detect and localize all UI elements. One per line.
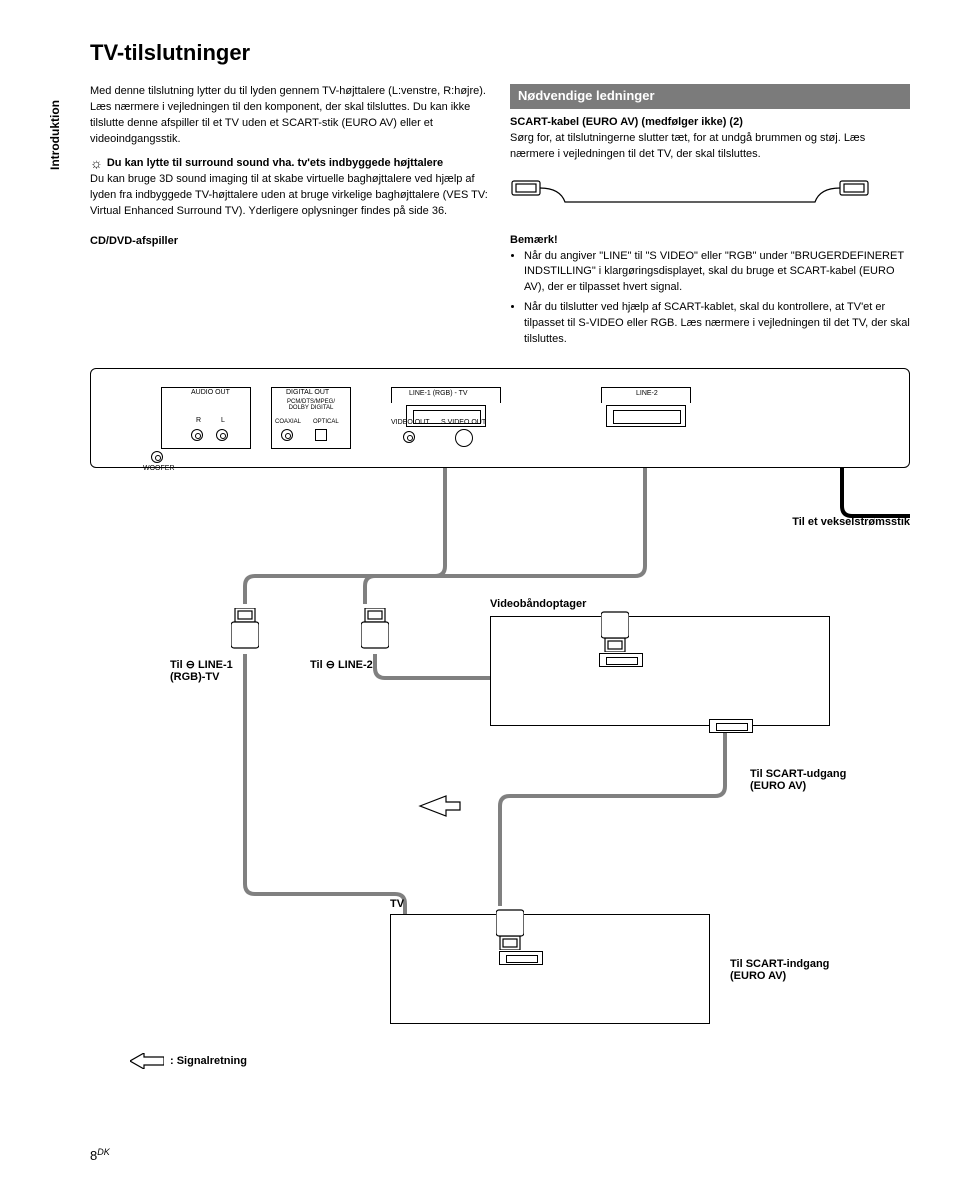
device-label: CD/DVD-afspiller xyxy=(90,234,490,250)
line1-label: LINE-1 (RGB) - TV xyxy=(409,390,468,397)
required-cables-sub: SCART-kabel (EURO AV) (medfølger ikke) (… xyxy=(510,115,910,131)
rear-panel: AUDIO OUT R L WOOFER DIGITAL OUT PCM/DTS… xyxy=(90,368,910,468)
audio-out-group xyxy=(161,387,251,449)
note-item-2: Når du tilslutter ved hjælp af SCART-kab… xyxy=(524,300,910,348)
vcr-scart-out xyxy=(709,719,753,733)
required-cables-body: Sørg for, at tilslutningerne slutter tæt… xyxy=(510,131,910,163)
scart-plug-vcr-in xyxy=(601,610,629,652)
coaxial-label: COAXIAL xyxy=(275,419,301,425)
scart-plug-tv xyxy=(496,908,524,950)
tip-block: ☼ Du kan lytte til surround sound vha. t… xyxy=(90,156,490,172)
page-suffix: DK xyxy=(97,1147,110,1157)
svideo-port xyxy=(455,429,473,447)
line2-label: LINE-2 xyxy=(636,390,658,397)
note-label: Bemærk! xyxy=(510,233,910,249)
to-line2-label: Til ⊖ LINE-2 xyxy=(310,658,373,671)
tv-scart-in xyxy=(499,951,543,965)
video-out-port xyxy=(403,431,415,443)
scart-line2 xyxy=(606,405,686,427)
optical-port xyxy=(315,429,327,441)
text-columns: Med denne tilslutning lytter du til lyde… xyxy=(90,84,910,352)
page-title: TV-tilslutninger xyxy=(90,40,910,66)
rca-woofer xyxy=(151,451,163,463)
note-list: Når du angiver "LINE" til "S VIDEO" elle… xyxy=(510,249,910,349)
signal-arrow-icon xyxy=(130,1053,164,1069)
connection-diagram: AUDIO OUT R L WOOFER DIGITAL OUT PCM/DTS… xyxy=(90,358,910,1078)
vcr-box xyxy=(490,616,830,726)
video-out-label: VIDEO OUT xyxy=(391,419,430,426)
digital-out-label: DIGITAL OUT xyxy=(286,389,329,396)
ac-label: Til et vekselstrømsstik xyxy=(792,516,910,528)
scart-plug-1 xyxy=(231,608,259,650)
left-column: Med denne tilslutning lytter du til lyde… xyxy=(90,84,490,352)
required-cables-header: Nødvendige ledninger xyxy=(510,84,910,109)
woofer-label: WOOFER xyxy=(143,465,175,472)
svideo-out-label: S VIDEO OUT xyxy=(441,419,486,426)
scart-in-label: Til SCART-indgang (EURO AV) xyxy=(730,958,829,982)
tv-box xyxy=(390,914,710,1024)
scart-plug-2 xyxy=(361,608,389,650)
right-column: Nødvendige ledninger SCART-kabel (EURO A… xyxy=(510,84,910,352)
to-line1-label: Til ⊖ LINE-1 (RGB)-TV xyxy=(170,658,233,683)
scart-cable-icon xyxy=(510,177,870,213)
tv-label: TV xyxy=(390,898,404,910)
vcr-label: Videobåndoptager xyxy=(490,598,586,610)
signal-legend: : Signalretning xyxy=(130,1053,247,1069)
scart-out-label: Til SCART-udgang (EURO AV) xyxy=(750,768,846,792)
vcr-scart-in xyxy=(599,653,643,667)
audio-out-label: AUDIO OUT xyxy=(191,389,230,396)
r-label: R xyxy=(196,417,201,424)
note-item-1: Når du angiver "LINE" til "S VIDEO" elle… xyxy=(524,249,910,297)
signal-label: : Signalretning xyxy=(170,1055,247,1067)
tip-body: Du kan bruge 3D sound imaging til at ska… xyxy=(90,172,490,220)
optical-label: OPTICAL xyxy=(313,419,339,425)
tip-title: Du kan lytte til surround sound vha. tv'… xyxy=(107,156,443,172)
l-label: L xyxy=(221,417,225,424)
page-footer: 8DK xyxy=(90,1147,110,1163)
intro-paragraph: Med denne tilslutning lytter du til lyde… xyxy=(90,84,490,148)
lightbulb-icon: ☼ xyxy=(90,156,103,170)
side-tab: Introduktion xyxy=(48,100,62,170)
pcm-label: PCM/DTS/MPEG/ DOLBY DIGITAL xyxy=(279,399,343,411)
